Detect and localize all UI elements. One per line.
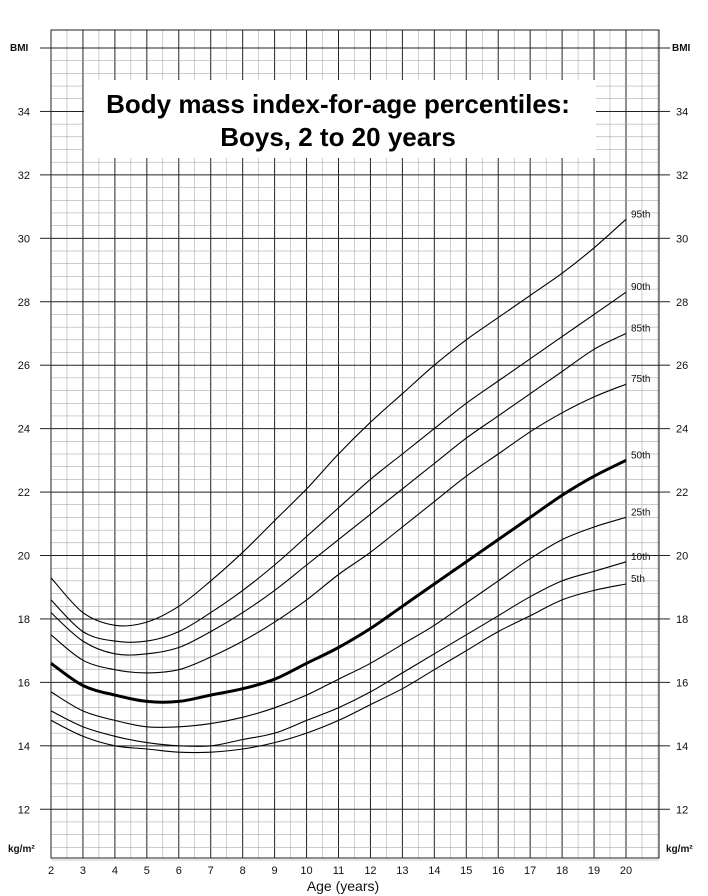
y-unit-bottom-right: kg/m² xyxy=(666,844,693,855)
curve-50th xyxy=(50,458,627,704)
y-tick-label-left: 28 xyxy=(18,297,30,309)
curve-10th xyxy=(50,561,627,747)
y-tick-label-right: 34 xyxy=(676,106,688,118)
x-tick-label: 3 xyxy=(80,865,86,877)
x-tick-label: 17 xyxy=(524,865,536,877)
x-tick-label: 16 xyxy=(492,865,504,877)
percentile-label-50th: 50th xyxy=(631,450,650,461)
title-line-2: Boys, 2 to 20 years xyxy=(220,122,456,152)
y-tick-label-right: 20 xyxy=(676,551,688,563)
y-tick-label-right: 16 xyxy=(676,677,688,689)
percentile-label-5th: 5th xyxy=(631,574,645,585)
x-tick-label: 9 xyxy=(272,865,278,877)
plot-frame xyxy=(50,29,660,859)
chart-title: Body mass index-for-age percentiles: Boy… xyxy=(84,80,596,158)
title-line-1: Body mass index-for-age percentiles: xyxy=(106,89,570,119)
x-axis-label: Age (years) xyxy=(307,878,379,894)
y-unit-top-right: BMI xyxy=(672,43,691,54)
x-tick-label: 18 xyxy=(556,865,568,877)
x-tick-label: 4 xyxy=(112,865,118,877)
curve-90th xyxy=(50,291,627,643)
x-tick-label: 6 xyxy=(176,865,182,877)
y-tick-label-left: 14 xyxy=(18,741,30,753)
y-unit-top-left: BMI xyxy=(10,43,29,54)
x-tick-label: 7 xyxy=(208,865,214,877)
x-tick-label: 12 xyxy=(364,865,376,877)
y-tick-label-right: 30 xyxy=(676,233,688,245)
curve-85th xyxy=(50,333,627,656)
y-tick-label-left: 24 xyxy=(18,424,30,436)
curve-75th xyxy=(50,383,627,674)
y-tick-label-right: 24 xyxy=(676,424,688,436)
x-tick-label: 10 xyxy=(300,865,312,877)
title-box xyxy=(84,80,596,158)
y-tick-label-left: 32 xyxy=(18,170,30,182)
y-tick-label-right: 26 xyxy=(676,360,688,372)
x-tick-label: 14 xyxy=(428,865,440,877)
x-tick-label: 5 xyxy=(144,865,150,877)
percentile-label-25th: 25th xyxy=(631,507,650,518)
y-tick-label-left: 26 xyxy=(18,360,30,372)
y-tick-label-left: 12 xyxy=(18,804,30,816)
percentile-label-10th: 10th xyxy=(631,552,650,563)
x-tick-label: 13 xyxy=(396,865,408,877)
y-tick-label-left: 20 xyxy=(18,551,30,563)
percentile-labels: 95th 90th 85th 75th 50th 25th 10th 5th xyxy=(631,209,650,585)
y-tick-label-left: 22 xyxy=(18,487,30,499)
percentile-label-85th: 85th xyxy=(631,323,650,334)
curve-95th xyxy=(50,218,627,627)
x-tick-label: 20 xyxy=(620,865,632,877)
x-tick-label: 2 xyxy=(48,865,54,877)
curve-25th xyxy=(50,516,627,728)
y-tick-label-left: 16 xyxy=(18,677,30,689)
y-tick-label-right: 18 xyxy=(676,614,688,626)
y-tick-label-right: 32 xyxy=(676,170,688,182)
percentile-curves xyxy=(50,218,627,754)
percentile-label-75th: 75th xyxy=(631,374,650,385)
y-tick-label-right: 28 xyxy=(676,297,688,309)
x-tick-label: 8 xyxy=(240,865,246,877)
curve-5th xyxy=(50,583,627,754)
y-tick-label-left: 30 xyxy=(18,233,30,245)
y-tick-label-left: 34 xyxy=(18,106,30,118)
percentile-label-90th: 90th xyxy=(631,282,650,293)
x-tick-label: 19 xyxy=(588,865,600,877)
x-tick-label: 11 xyxy=(333,865,344,877)
x-tick-label: 15 xyxy=(460,865,472,877)
grid xyxy=(50,29,660,861)
y-unit-bottom-left: kg/m² xyxy=(8,844,35,855)
y-tick-label-right: 14 xyxy=(676,741,688,753)
y-tick-label-right: 22 xyxy=(676,487,688,499)
y-tick-label-right: 12 xyxy=(676,804,688,816)
y-tick-label-left: 18 xyxy=(18,614,30,626)
percentile-label-95th: 95th xyxy=(631,209,650,220)
